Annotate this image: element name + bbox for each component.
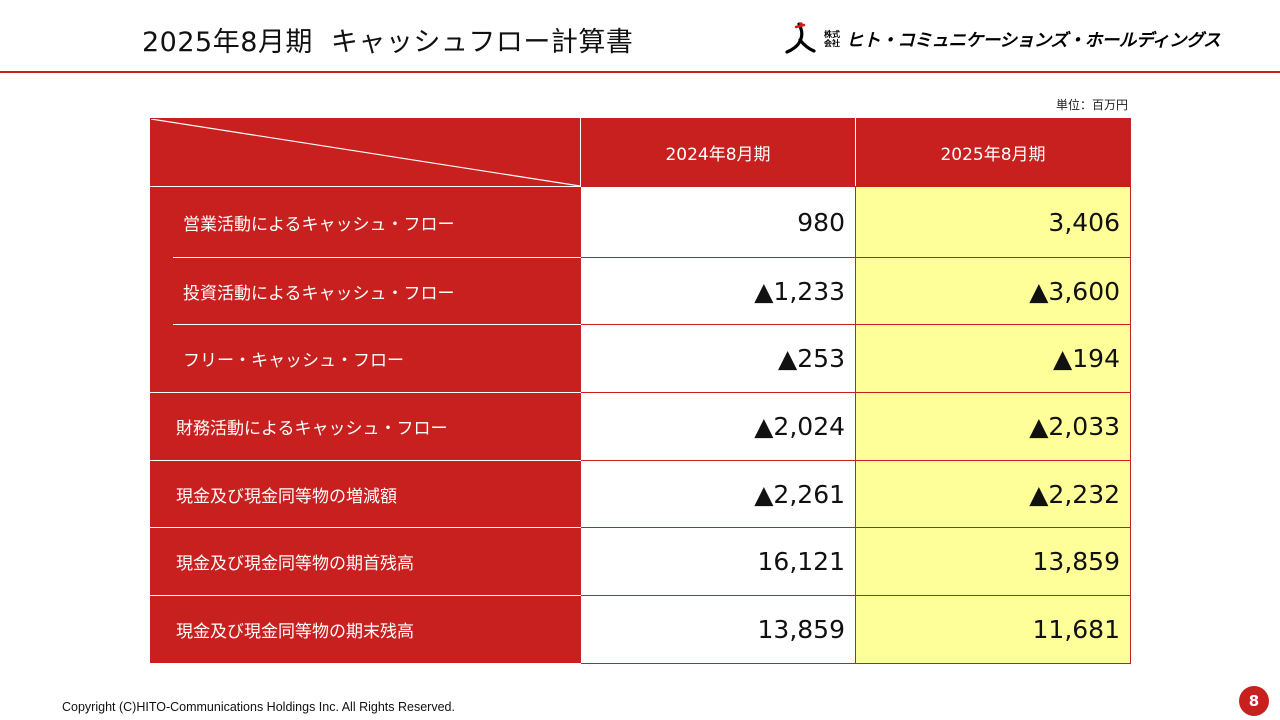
value-prev: 16,121 — [580, 527, 856, 596]
table-row: 現金及び現金同等物の期末残高 13,859 11,681 — [150, 595, 1131, 664]
column-header-prev: 2024年8月期 — [580, 118, 856, 187]
column-header-curr: 2025年8月期 — [855, 118, 1131, 187]
table-row: 財務活動によるキャッシュ・フロー ▲2,024 ▲2,033 — [150, 392, 1131, 461]
value-curr: 11,681 — [855, 595, 1131, 664]
header-divider — [0, 71, 1280, 73]
value-prev: 980 — [580, 186, 856, 258]
header-corner-cell — [150, 118, 581, 187]
cash-flow-table: 2024年8月期 2025年8月期 営業活動によるキャッシュ・フロー 980 3… — [150, 118, 1131, 664]
copyright-notice: Copyright (C)HITO-Communications Holding… — [62, 700, 455, 714]
table-row: 投資活動によるキャッシュ・フロー ▲1,233 ▲3,600 — [151, 257, 1131, 325]
value-prev: ▲253 — [580, 324, 856, 393]
logo-small-text: 株式会社 — [824, 30, 840, 48]
value-prev: ▲2,024 — [580, 392, 856, 461]
company-logo: 株式会社 ヒト・コミュニケーションズ・ホールディングス — [782, 20, 1221, 58]
value-curr: ▲2,232 — [855, 460, 1131, 528]
table-row: 現金及び現金同等物の期首残高 16,121 13,859 — [150, 527, 1131, 596]
unit-label: 単位：百万円 — [1055, 98, 1128, 112]
row-label: 投資活動によるキャッシュ・フロー — [172, 257, 581, 325]
table-row: フリー・キャッシュ・フロー ▲253 ▲194 — [151, 324, 1131, 393]
table-row: 営業活動によるキャッシュ・フロー 980 3,406 — [150, 186, 1131, 393]
page-number-badge: 8 — [1239, 686, 1269, 716]
table-row: 現金及び現金同等物の増減額 ▲2,261 ▲2,232 — [150, 460, 1131, 528]
row-label: 現金及び現金同等物の期末残高 — [150, 595, 581, 664]
value-curr: ▲194 — [855, 324, 1131, 393]
value-curr: 13,859 — [855, 527, 1131, 596]
company-name: ヒト・コミュニケーションズ・ホールディングス — [846, 30, 1221, 51]
row-label: 現金及び現金同等物の増減額 — [150, 460, 581, 528]
value-prev: ▲2,261 — [580, 460, 856, 528]
value-curr: ▲2,033 — [855, 392, 1131, 461]
diagonal-line — [151, 119, 580, 186]
title-main: キャッシュフロー計算書 — [330, 27, 634, 58]
value-curr: ▲3,600 — [855, 257, 1131, 325]
group-indent-cell — [150, 186, 173, 393]
title-period: 2025年8月期 — [142, 27, 313, 58]
row-label: 営業活動によるキャッシュ・フロー — [172, 186, 581, 258]
row-label: 財務活動によるキャッシュ・フロー — [150, 392, 581, 461]
row-label: フリー・キャッシュ・フロー — [172, 324, 581, 393]
logo-figure-icon — [782, 21, 818, 57]
row-label: 現金及び現金同等物の期首残高 — [150, 527, 581, 596]
value-prev: 13,859 — [580, 595, 856, 664]
table-header-row: 2024年8月期 2025年8月期 — [150, 118, 1131, 187]
value-curr: 3,406 — [855, 186, 1131, 258]
value-prev: ▲1,233 — [580, 257, 856, 325]
page-title: 2025年8月期 キャッシュフロー計算書 — [142, 20, 633, 59]
